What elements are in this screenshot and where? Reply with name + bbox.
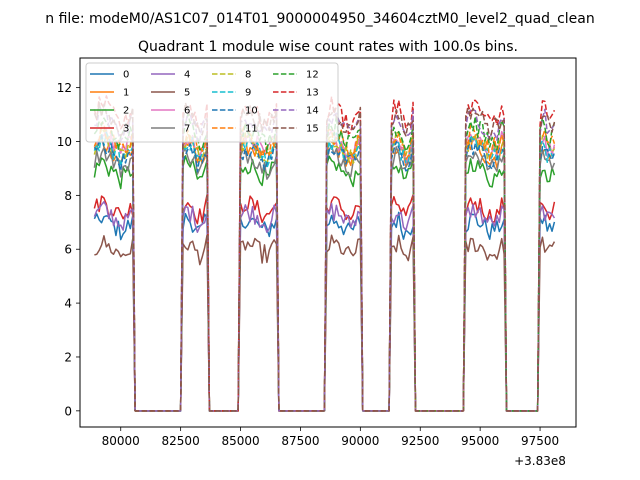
legend-label-3: 3 <box>123 124 129 135</box>
legend-label-11: 11 <box>245 124 258 135</box>
legend-label-6: 6 <box>184 106 190 117</box>
legend-label-2: 2 <box>123 106 129 117</box>
x-tick-label: 97500 <box>521 434 559 448</box>
y-tick-label: 10 <box>57 135 72 149</box>
legend-label-8: 8 <box>245 70 251 81</box>
legend-box <box>85 62 339 143</box>
y-tick-label: 12 <box>57 81 72 95</box>
legend-label-9: 9 <box>245 88 251 99</box>
y-tick-label: 0 <box>64 404 72 418</box>
x-tick-label: 87500 <box>281 434 319 448</box>
legend-label-0: 0 <box>123 70 129 81</box>
y-tick-label: 6 <box>64 243 72 257</box>
legend-label-12: 12 <box>306 70 319 81</box>
legend-label-4: 4 <box>184 70 190 81</box>
y-tick-label: 4 <box>64 297 72 311</box>
x-tick-label: 82500 <box>162 434 200 448</box>
y-tick-label: 8 <box>64 189 72 203</box>
legend-label-14: 14 <box>306 106 319 117</box>
legend-label-1: 1 <box>123 88 129 99</box>
plot-title: Quadrant 1 module wise count rates with … <box>138 39 518 55</box>
x-tick-label: 85000 <box>221 434 259 448</box>
axes: 80000 82500 85000 87500 90000 92500 95000 97500… <box>57 81 559 448</box>
series-line-15 <box>93 101 556 412</box>
legend-label-13: 13 <box>306 88 319 99</box>
figure-suptitle: n file: modeM0/AS1C07_014T01_9000004950_… <box>45 11 594 27</box>
x-tick-label: 92500 <box>401 434 439 448</box>
legend-label-5: 5 <box>184 88 190 99</box>
legend-label-15: 15 <box>306 124 319 135</box>
legend-label-10: 10 <box>245 106 258 117</box>
y-tick-label: 2 <box>64 350 72 364</box>
x-offset-label: +3.83e8 <box>514 454 566 468</box>
x-tick-label: 80000 <box>102 434 140 448</box>
plot-frame <box>79 57 577 428</box>
series-layer <box>93 95 556 412</box>
x-tick-label: 95000 <box>461 434 499 448</box>
legend-label-7: 7 <box>184 124 190 135</box>
x-tick-label: 90000 <box>341 434 379 448</box>
